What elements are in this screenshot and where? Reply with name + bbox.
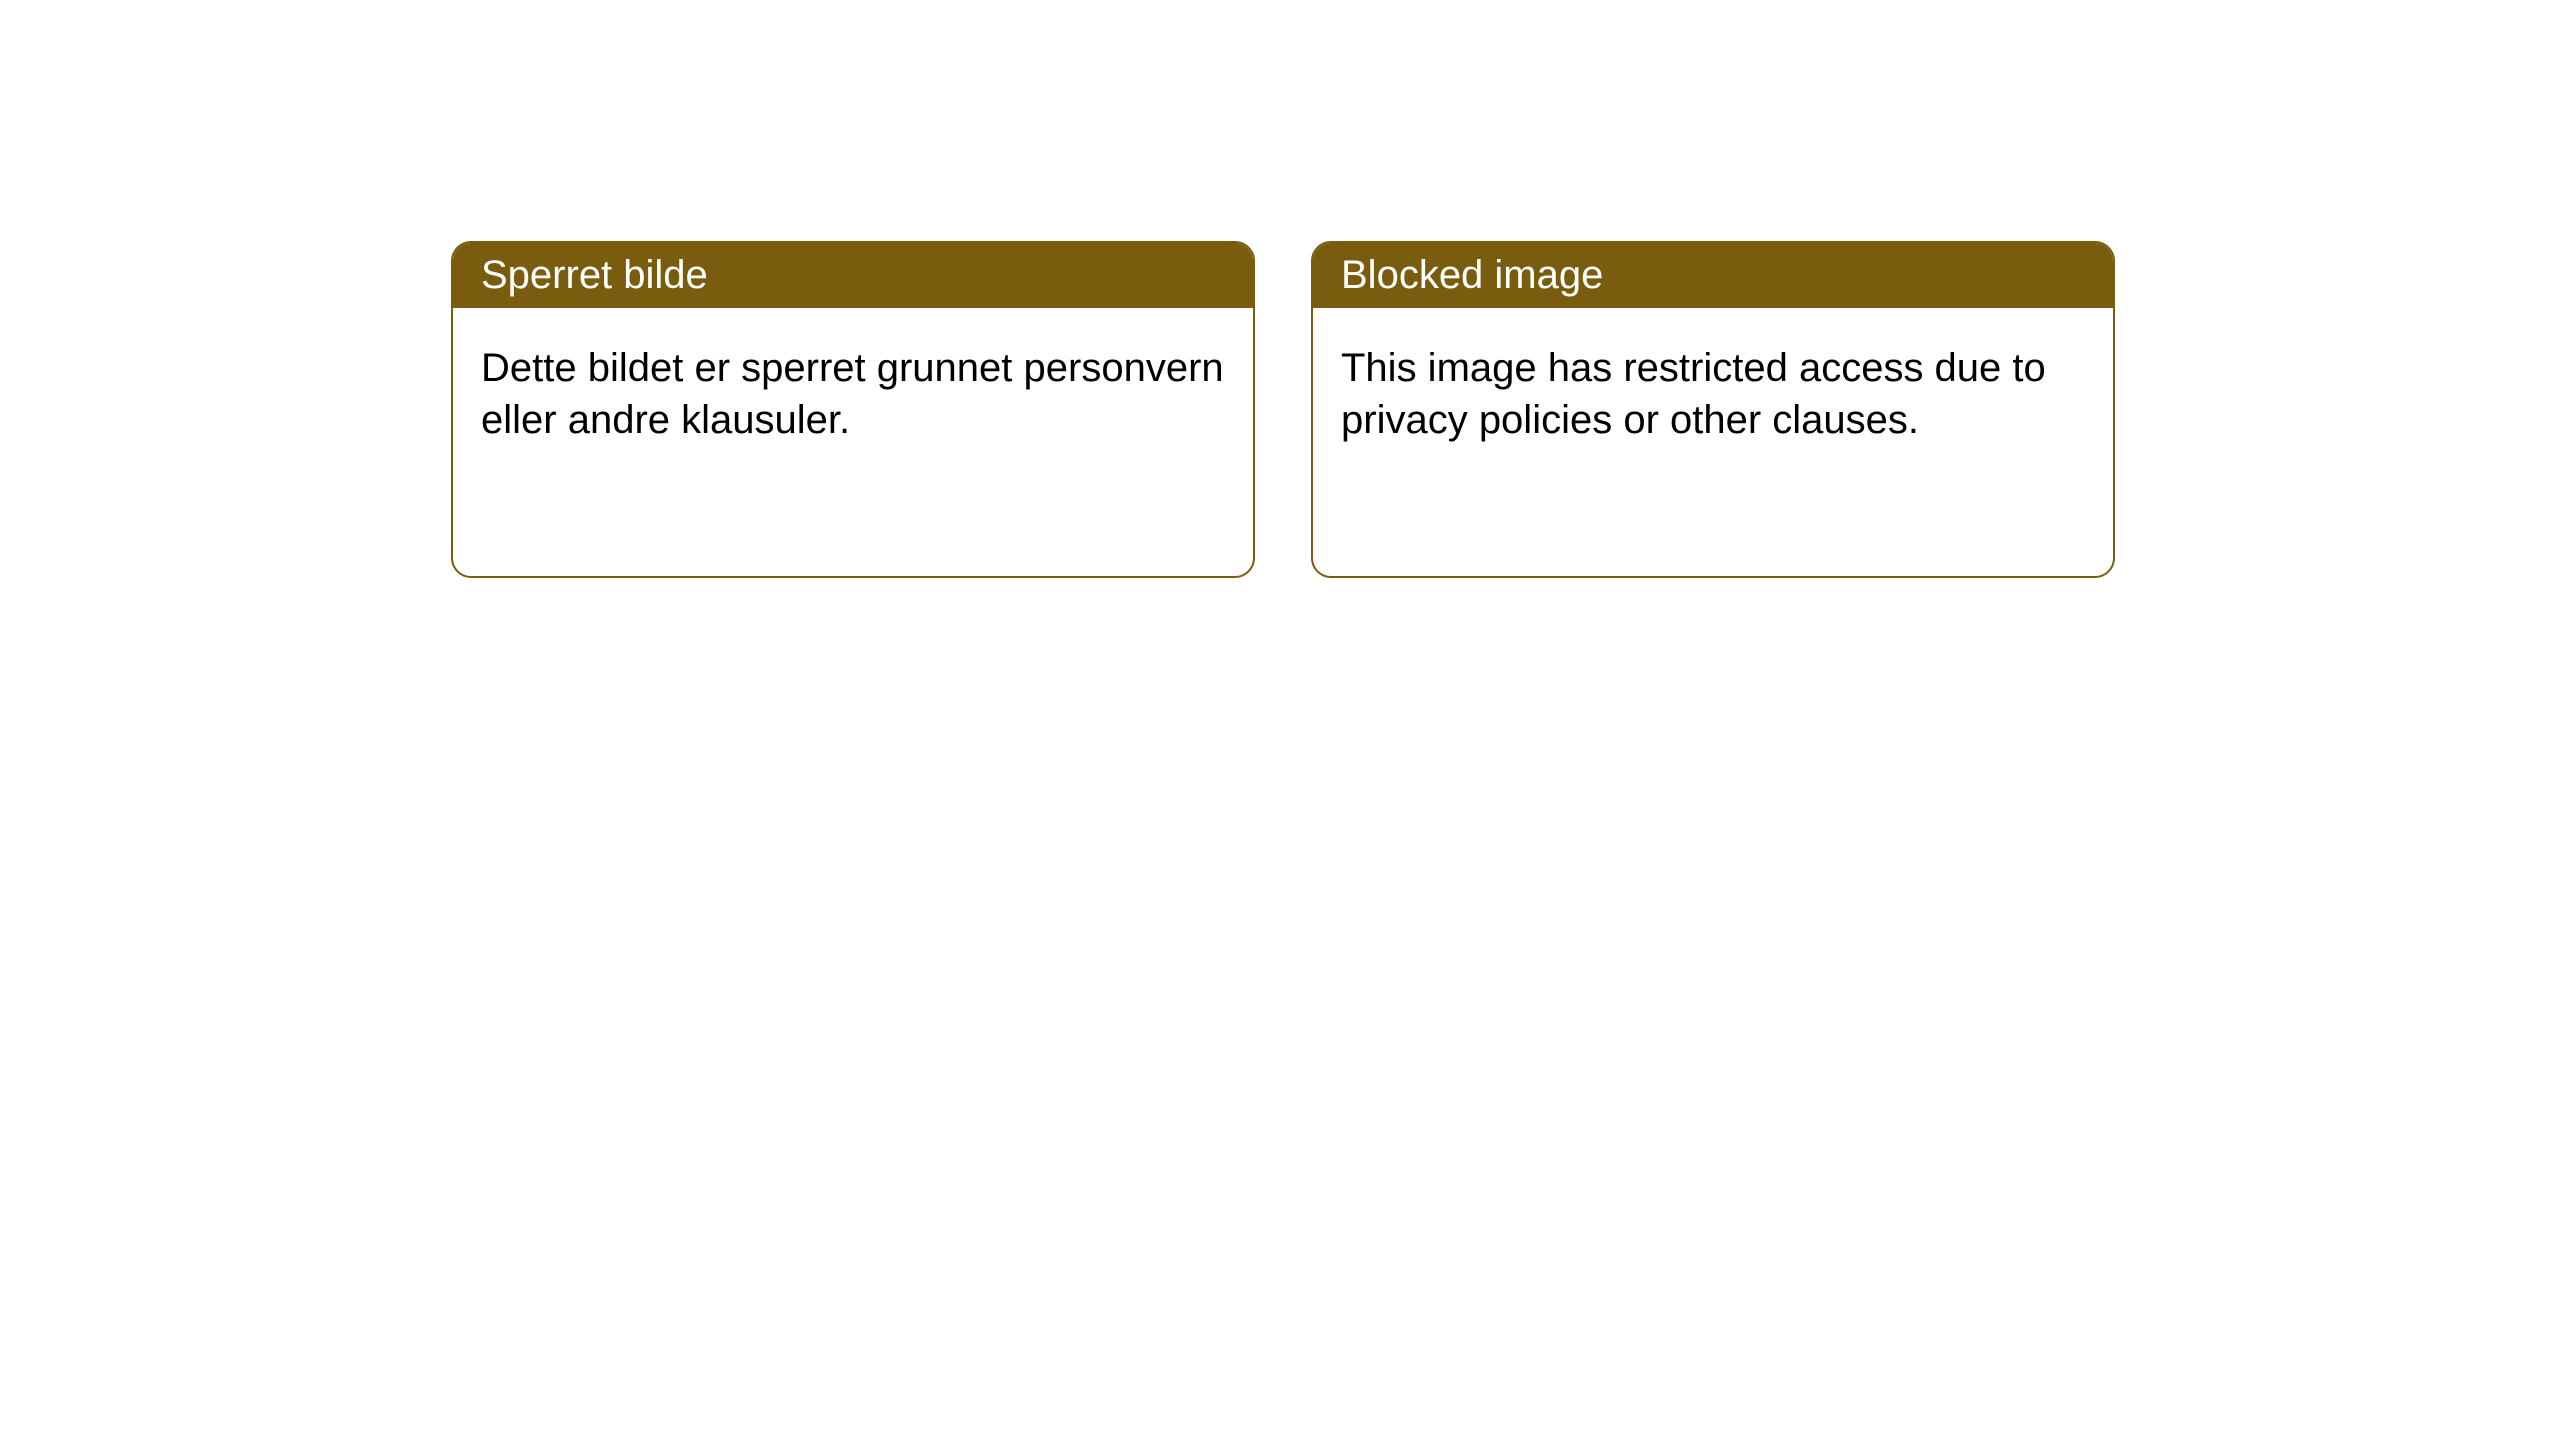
notice-container: Sperret bilde Dette bildet er sperret gr… xyxy=(0,0,2560,578)
notice-title: Blocked image xyxy=(1313,243,2113,308)
notice-box-english: Blocked image This image has restricted … xyxy=(1311,241,2115,578)
notice-box-norwegian: Sperret bilde Dette bildet er sperret gr… xyxy=(451,241,1255,578)
notice-body: Dette bildet er sperret grunnet personve… xyxy=(453,308,1253,480)
notice-title: Sperret bilde xyxy=(453,243,1253,308)
notice-body: This image has restricted access due to … xyxy=(1313,308,2113,480)
